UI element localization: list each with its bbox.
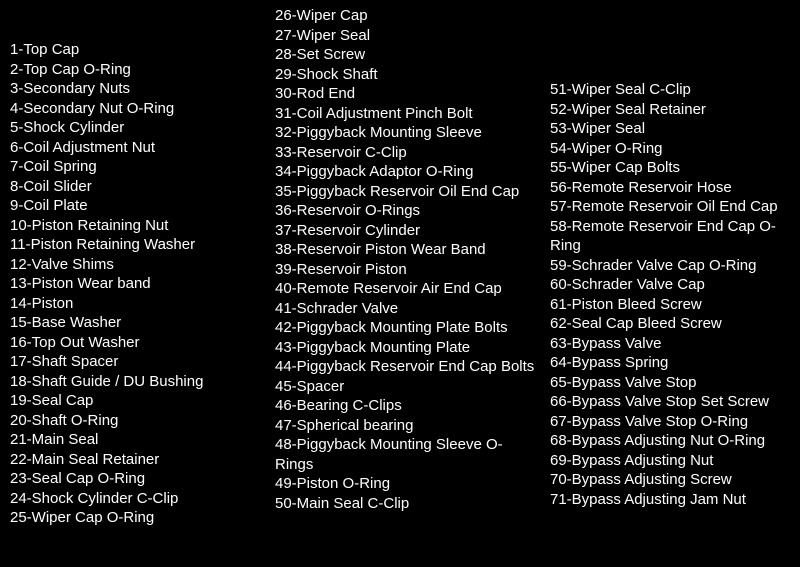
part-item: 29-Shock Shaft xyxy=(275,65,536,85)
part-item: 11-Piston Retaining Washer xyxy=(10,235,261,255)
part-item: 71-Bypass Adjusting Jam Nut xyxy=(550,490,796,510)
part-item: 62-Seal Cap Bleed Screw xyxy=(550,314,796,334)
part-item: 51-Wiper Seal C-Clip xyxy=(550,80,796,100)
part-item: 3-Secondary Nuts xyxy=(10,79,261,99)
part-item: 39-Reservoir Piston xyxy=(275,260,536,280)
part-item: 18-Shaft Guide / DU Bushing xyxy=(10,372,261,392)
part-item: 57-Remote Reservoir Oil End Cap xyxy=(550,197,796,217)
part-item: 28-Set Screw xyxy=(275,45,536,65)
part-item: 17-Shaft Spacer xyxy=(10,352,261,372)
part-item: 48-Piggyback Mounting Sleeve O-Rings xyxy=(275,435,536,474)
part-item: 67-Bypass Valve Stop O-Ring xyxy=(550,412,796,432)
parts-column-2: 26-Wiper Cap27-Wiper Seal28-Set Screw29-… xyxy=(265,0,540,567)
part-item: 35-Piggyback Reservoir Oil End Cap xyxy=(275,182,536,202)
part-item: 50-Main Seal C-Clip xyxy=(275,494,536,514)
part-item: 19-Seal Cap xyxy=(10,391,261,411)
part-item: 38-Reservoir Piston Wear Band xyxy=(275,240,536,260)
part-item: 46-Bearing C-Clips xyxy=(275,396,536,416)
part-item: 54-Wiper O-Ring xyxy=(550,139,796,159)
part-item: 68-Bypass Adjusting Nut O-Ring xyxy=(550,431,796,451)
part-item: 63-Bypass Valve xyxy=(550,334,796,354)
part-item: 21-Main Seal xyxy=(10,430,261,450)
part-item: 26-Wiper Cap xyxy=(275,6,536,26)
part-item: 44-Piggyback Reservoir End Cap Bolts xyxy=(275,357,536,377)
part-item: 58-Remote Reservoir End Cap O-Ring xyxy=(550,217,796,256)
part-item: 56-Remote Reservoir Hose xyxy=(550,178,796,198)
part-item: 15-Base Washer xyxy=(10,313,261,333)
part-item: 61-Piston Bleed Screw xyxy=(550,295,796,315)
part-item: 37-Reservoir Cylinder xyxy=(275,221,536,241)
part-item: 8-Coil Slider xyxy=(10,177,261,197)
part-item: 55-Wiper Cap Bolts xyxy=(550,158,796,178)
part-item: 32-Piggyback Mounting Sleeve xyxy=(275,123,536,143)
part-item: 42-Piggyback Mounting Plate Bolts xyxy=(275,318,536,338)
part-item: 5-Shock Cylinder xyxy=(10,118,261,138)
part-item: 10-Piston Retaining Nut xyxy=(10,216,261,236)
part-item: 70-Bypass Adjusting Screw xyxy=(550,470,796,490)
part-item: 2-Top Cap O-Ring xyxy=(10,60,261,80)
part-item: 14-Piston xyxy=(10,294,261,314)
part-item: 13-Piston Wear band xyxy=(10,274,261,294)
parts-column-1: 1-Top Cap2-Top Cap O-Ring3-Secondary Nut… xyxy=(0,0,265,567)
part-item: 33-Reservoir C-Clip xyxy=(275,143,536,163)
part-item: 66-Bypass Valve Stop Set Screw xyxy=(550,392,796,412)
part-item: 9-Coil Plate xyxy=(10,196,261,216)
part-item: 24-Shock Cylinder C-Clip xyxy=(10,489,261,509)
part-item: 22-Main Seal Retainer xyxy=(10,450,261,470)
part-item: 4-Secondary Nut O-Ring xyxy=(10,99,261,119)
part-item: 69-Bypass Adjusting Nut xyxy=(550,451,796,471)
part-item: 41-Schrader Valve xyxy=(275,299,536,319)
part-item: 25-Wiper Cap O-Ring xyxy=(10,508,261,528)
part-item: 20-Shaft O-Ring xyxy=(10,411,261,431)
part-item: 47-Spherical bearing xyxy=(275,416,536,436)
parts-column-3: 51-Wiper Seal C-Clip52-Wiper Seal Retain… xyxy=(540,0,800,567)
part-item: 53-Wiper Seal xyxy=(550,119,796,139)
part-item: 31-Coil Adjustment Pinch Bolt xyxy=(275,104,536,124)
part-item: 65-Bypass Valve Stop xyxy=(550,373,796,393)
part-item: 45-Spacer xyxy=(275,377,536,397)
part-item: 23-Seal Cap O-Ring xyxy=(10,469,261,489)
part-item: 36-Reservoir O-Rings xyxy=(275,201,536,221)
part-item: 60-Schrader Valve Cap xyxy=(550,275,796,295)
part-item: 1-Top Cap xyxy=(10,40,261,60)
part-item: 30-Rod End xyxy=(275,84,536,104)
part-item: 64-Bypass Spring xyxy=(550,353,796,373)
part-item: 49-Piston O-Ring xyxy=(275,474,536,494)
part-item: 6-Coil Adjustment Nut xyxy=(10,138,261,158)
part-item: 43-Piggyback Mounting Plate xyxy=(275,338,536,358)
part-item: 16-Top Out Washer xyxy=(10,333,261,353)
parts-list: 1-Top Cap2-Top Cap O-Ring3-Secondary Nut… xyxy=(0,0,800,567)
part-item: 52-Wiper Seal Retainer xyxy=(550,100,796,120)
part-item: 27-Wiper Seal xyxy=(275,26,536,46)
part-item: 7-Coil Spring xyxy=(10,157,261,177)
part-item: 34-Piggyback Adaptor O-Ring xyxy=(275,162,536,182)
part-item: 40-Remote Reservoir Air End Cap xyxy=(275,279,536,299)
part-item: 59-Schrader Valve Cap O-Ring xyxy=(550,256,796,276)
part-item: 12-Valve Shims xyxy=(10,255,261,275)
